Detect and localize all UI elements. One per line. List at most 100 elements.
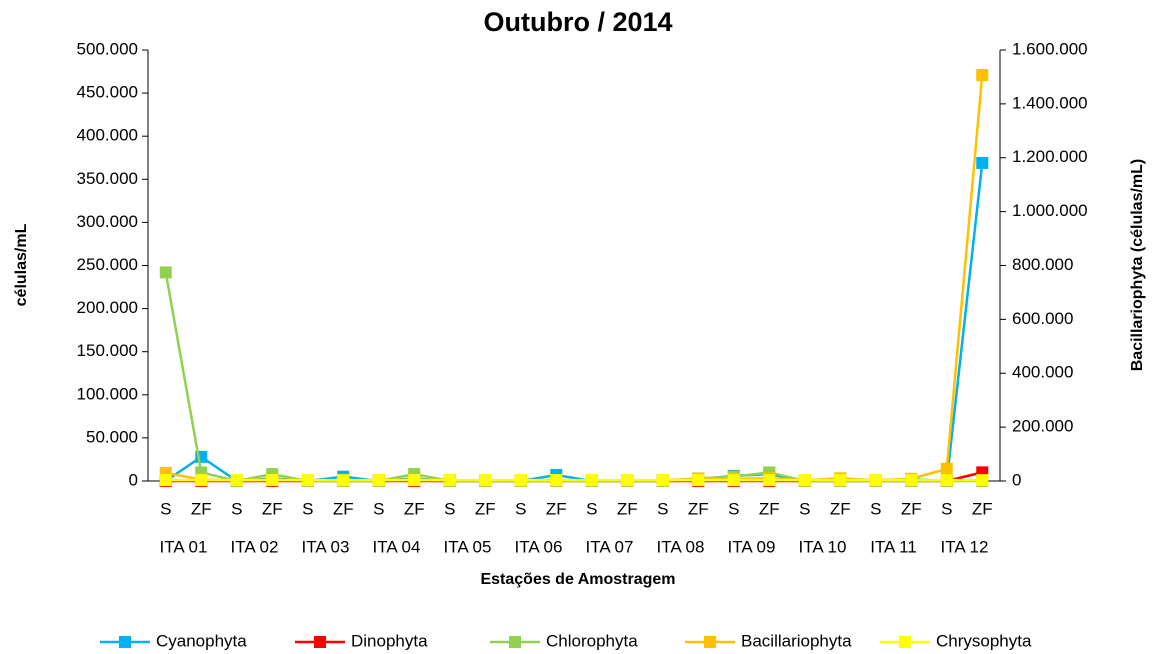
y-tick-label: 350.000: [77, 169, 138, 188]
y-tick-label: 400.000: [77, 126, 138, 145]
legend-marker: [509, 636, 521, 648]
x-axis-title: Estações de Amostragem: [480, 571, 675, 588]
x-tick-label: ZF: [688, 499, 709, 518]
legend-label: Chlorophyta: [546, 631, 638, 650]
x-group-label: ITA 04: [373, 537, 421, 556]
legend-marker: [704, 636, 716, 648]
x-tick-label: S: [799, 499, 810, 518]
series-line: [165, 162, 984, 483]
legend-label: Bacillariophyta: [741, 631, 852, 650]
point: [514, 474, 527, 487]
y2-tick-label: 1.200.000: [1012, 147, 1088, 166]
chart-title: Outubro / 2014: [483, 7, 672, 37]
y-tick-label: 500.000: [77, 39, 138, 58]
x-tick-label: S: [657, 499, 668, 518]
legend-marker: [119, 636, 131, 648]
point: [585, 474, 598, 487]
x-tick-label: ZF: [972, 499, 993, 518]
series-line: [164, 272, 983, 483]
legend-label: Cyanophyta: [156, 631, 247, 650]
point: [337, 474, 350, 487]
y2-tick-label: 400.000: [1012, 363, 1073, 382]
point: [372, 474, 385, 487]
x-tick-label: S: [515, 499, 526, 518]
x-group-label: ITA 01: [160, 537, 208, 556]
legend-label: Chrysophyta: [936, 631, 1032, 650]
point: [763, 474, 776, 487]
x-tick-label: S: [870, 499, 881, 518]
x-group-label: ITA 03: [302, 537, 350, 556]
y2-tick-label: 1.400.000: [1012, 93, 1088, 112]
y2-tick-label: 0: [1012, 470, 1021, 489]
y-tick-label: 450.000: [77, 83, 138, 102]
x-group-label: ITA 10: [799, 537, 847, 556]
x-tick-label: ZF: [475, 499, 496, 518]
point: [727, 474, 740, 487]
point: [159, 474, 172, 487]
point: [692, 474, 705, 487]
point: [834, 474, 847, 487]
x-tick-label: ZF: [901, 499, 922, 518]
series-line: [165, 74, 984, 482]
x-tick-label: ZF: [404, 499, 425, 518]
y-tick-label: 50.000: [86, 427, 138, 446]
point: [656, 474, 669, 487]
y-tick-label: 300.000: [77, 212, 138, 231]
y-axis-title: células/mL: [13, 223, 30, 306]
point: [940, 474, 953, 487]
x-tick-label: S: [941, 499, 952, 518]
point: [905, 474, 918, 487]
y2-tick-label: 800.000: [1012, 255, 1073, 274]
x-tick-label: S: [302, 499, 313, 518]
x-group-label: ITA 05: [444, 537, 492, 556]
point: [976, 69, 989, 82]
x-tick-label: S: [586, 499, 597, 518]
point: [479, 474, 492, 487]
point: [159, 266, 172, 279]
y2-tick-label: 200.000: [1012, 417, 1073, 436]
x-tick-label: ZF: [191, 499, 212, 518]
x-tick-label: ZF: [333, 499, 354, 518]
x-group-label: ITA 08: [657, 537, 705, 556]
x-tick-label: ZF: [617, 499, 638, 518]
point: [195, 474, 208, 487]
x-group-label: ITA 07: [586, 537, 634, 556]
point: [976, 156, 989, 169]
y2-tick-label: 1.600.000: [1012, 39, 1088, 58]
point: [869, 474, 882, 487]
point: [408, 474, 421, 487]
x-group-label: ITA 11: [870, 537, 917, 556]
x-tick-label: S: [728, 499, 739, 518]
x-group-label: ITA 02: [231, 537, 279, 556]
point: [266, 474, 279, 487]
legend-marker: [899, 636, 911, 648]
y2-axis-title: Bacillariophyta (células/mL): [1129, 159, 1146, 372]
point: [443, 474, 456, 487]
x-tick-label: ZF: [759, 499, 780, 518]
legend-label: Dinophyta: [351, 631, 428, 650]
y-tick-label: 250.000: [77, 255, 138, 274]
point: [550, 474, 563, 487]
point: [940, 462, 953, 475]
point: [976, 474, 989, 487]
x-tick-label: S: [373, 499, 384, 518]
y-tick-label: 200.000: [77, 298, 138, 317]
legend-marker: [314, 636, 326, 648]
y-tick-label: 100.000: [77, 384, 138, 403]
y2-tick-label: 600.000: [1012, 309, 1073, 328]
y-tick-label: 150.000: [77, 341, 138, 360]
x-tick-label: S: [160, 499, 171, 518]
x-tick-label: ZF: [830, 499, 851, 518]
x-group-label: ITA 06: [515, 537, 563, 556]
y-tick-label: 0: [129, 470, 138, 489]
point: [301, 474, 314, 487]
point: [621, 474, 634, 487]
x-tick-label: ZF: [546, 499, 567, 518]
point: [798, 474, 811, 487]
x-group-label: ITA 09: [728, 537, 776, 556]
x-tick-label: S: [444, 499, 455, 518]
y2-tick-label: 1.000.000: [1012, 201, 1088, 220]
x-tick-label: ZF: [262, 499, 283, 518]
point: [230, 474, 243, 487]
